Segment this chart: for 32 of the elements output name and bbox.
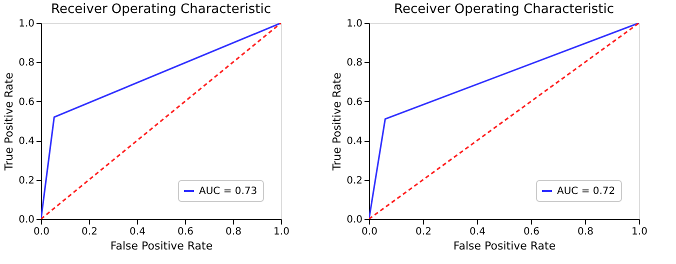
y-tick-label: 0.6 [346,96,362,108]
x-tick-label: 0.8 [578,226,594,238]
y-tick-label: 1.0 [346,18,362,30]
y-tick-label: 0.0 [346,214,362,226]
legend-label: AUC = 0.73 [199,186,258,197]
x-tick-label: 0.6 [524,226,540,238]
legend-label: AUC = 0.72 [557,186,616,197]
y-tick-label: 0.8 [346,58,362,69]
y-tick-label: 1.0 [18,18,34,30]
y-tick-label: 0.6 [18,96,34,108]
y-tick-label: 0.8 [18,58,34,69]
x-tick-label: 0.2 [82,226,98,238]
x-tick-label: 1.0 [274,226,290,238]
x-tick-label: 0.0 [362,226,378,238]
y-tick-label: 0.2 [18,175,34,186]
y-tick-label: 0.0 [18,214,34,226]
chart-title: Receiver Operating Characteristic [51,2,271,17]
y-tick-label: 0.4 [18,136,34,148]
chart-title: Receiver Operating Characteristic [394,2,614,17]
x-tick-label: 0.8 [226,226,242,238]
x-tick-label: 1.0 [632,226,648,238]
y-tick-label: 0.4 [346,136,362,148]
x-axis-title: False Positive Rate [110,240,213,252]
y-tick-label: 0.2 [346,175,362,186]
y-axis-title: True Positive Rate [330,72,344,172]
y-axis-title: True Positive Rate [2,72,16,172]
x-axis-title: False Positive Rate [453,240,556,252]
x-tick-label: 0.4 [130,226,146,238]
x-tick-label: 0.6 [178,226,194,238]
x-tick-label: 0.4 [470,226,486,238]
x-tick-label: 0.0 [34,226,50,238]
x-tick-label: 0.2 [416,226,432,238]
